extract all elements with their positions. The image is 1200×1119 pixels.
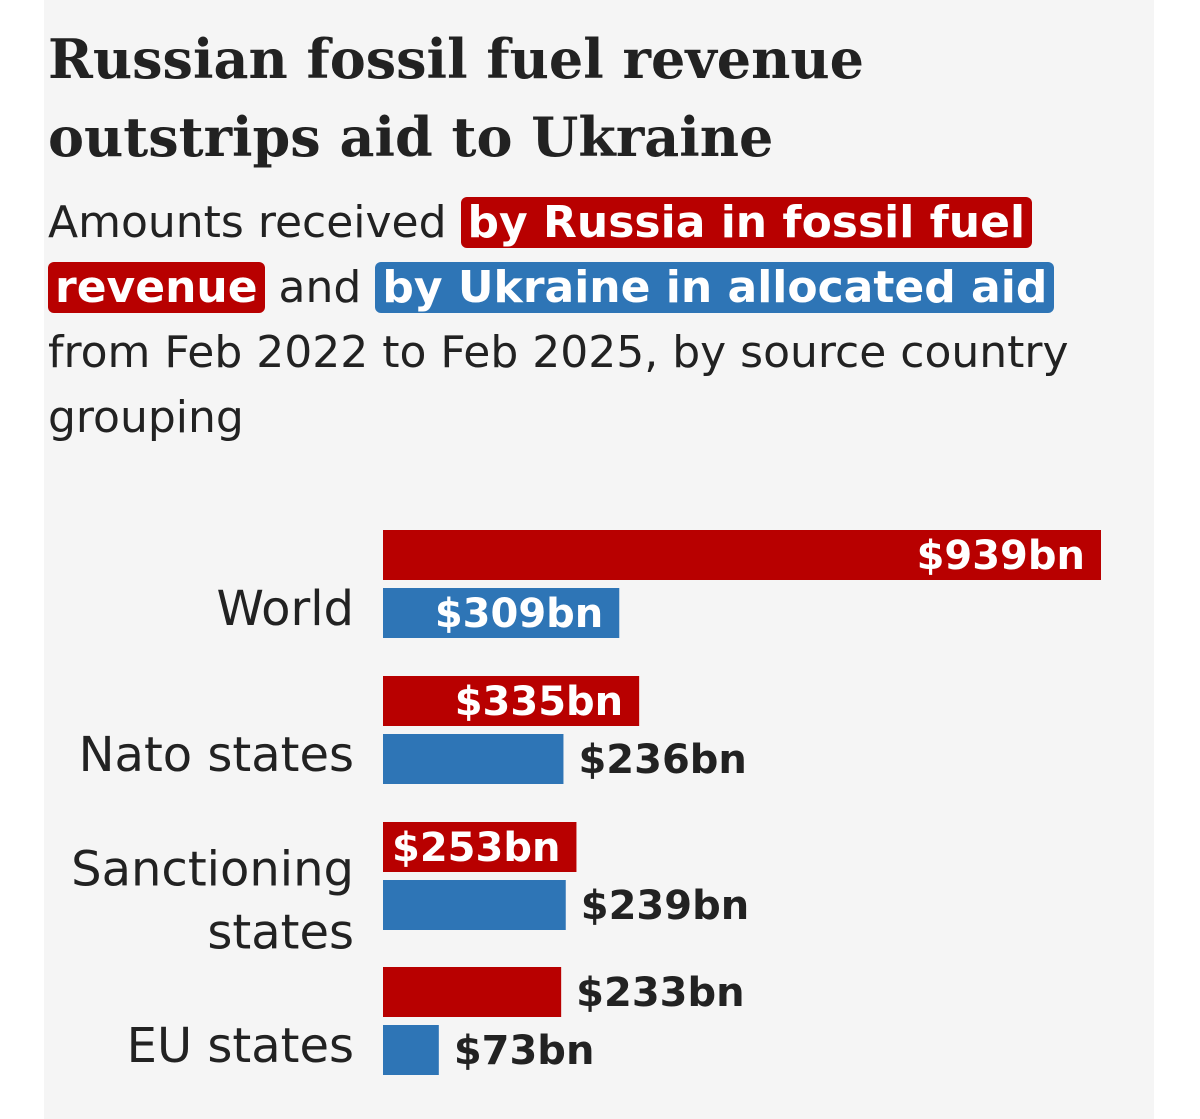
bar-russia [383,822,577,872]
bar-russia [383,676,640,726]
data-label: $939bn [917,533,1085,579]
category-label: Nato states [79,727,354,783]
bar-ukraine [383,1025,439,1075]
data-label: $335bn [455,679,623,725]
bar-ukraine [383,880,566,930]
data-label: $309bn [435,591,603,637]
chart-subtitle: Amounts received by Russia in fossil fue… [48,190,1138,450]
subtitle-text-3: from Feb 2022 to Feb 2025, by source cou… [48,327,1069,443]
category-label: World [216,581,354,637]
bar-ukraine [383,734,564,784]
chart-title: Russian fossil fuel revenue outstrips ai… [48,27,864,169]
data-label: $233bn [576,970,744,1016]
data-label: $73bn [454,1028,595,1074]
legend-ukraine-highlight: by Ukraine in allocated aid [375,262,1055,313]
data-label: $239bn [581,883,749,929]
bar-russia [383,967,562,1017]
data-label: $253bn [392,825,560,871]
subtitle-text-2: and [264,262,376,313]
category-label: EU states [127,1018,354,1074]
bar-russia [383,530,1101,580]
category-label: Sanctioning [71,842,354,898]
subtitle-text-1: Amounts received [48,197,461,248]
data-label: $236bn [578,737,746,783]
bar-ukraine [383,588,620,638]
category-label: states [207,905,354,961]
